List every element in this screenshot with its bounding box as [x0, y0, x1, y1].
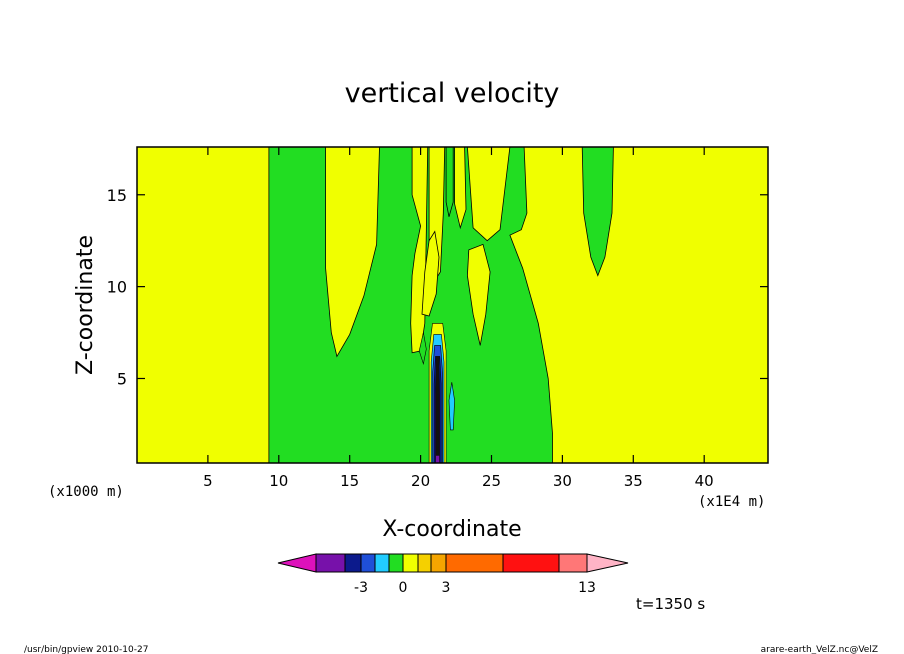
colorbar-cell: [586, 553, 629, 573]
colorbar-cell: [374, 553, 390, 573]
chart-title: vertical velocity: [345, 78, 560, 109]
x-axis-ticks: 5 10 15 20 25 30 35 40: [203, 147, 714, 490]
colorbar-cell: [502, 553, 560, 573]
green-region-main: [268, 147, 553, 463]
contour-regions: [268, 147, 614, 463]
colorbar-cell: [430, 553, 447, 573]
x-unit-label: (x1E4 m): [698, 494, 765, 510]
plot-area: [137, 147, 768, 463]
colorbar-label-neg3: -3: [354, 580, 368, 596]
side-updraft: [418, 332, 427, 365]
green-streak: [445, 147, 454, 217]
x-tick-label: 40: [695, 472, 714, 490]
y-tick-label: 10: [107, 278, 127, 297]
footer-left: /usr/bin/gpview 2010-10-27: [24, 645, 148, 654]
colorbar-cell: [344, 553, 362, 573]
y-axis-ticks: 5 10 15: [107, 186, 768, 388]
y-tick-label: 5: [117, 369, 127, 388]
colorbar-cell: [315, 553, 346, 573]
side-updraft: [448, 382, 455, 431]
x-tick-label: 30: [553, 472, 572, 490]
y-unit-label: (x1000 m): [48, 484, 124, 500]
x-tick-label: 10: [269, 472, 288, 490]
time-label: t=1350 s: [636, 595, 705, 613]
plot-frame: [136, 146, 769, 464]
colorbar-cell: [417, 553, 432, 573]
x-tick-label: 20: [411, 472, 430, 490]
y-axis-label: Z-coordinate: [73, 235, 98, 375]
x-tick-label: 5: [203, 472, 213, 490]
colorbar-label-0: 0: [399, 580, 408, 596]
core-band: [435, 356, 440, 456]
colorbar-cell: [360, 553, 376, 573]
colorbar-cell: [402, 553, 419, 573]
x-axis-label: X-coordinate: [382, 517, 521, 542]
x-tick-label: 15: [340, 472, 359, 490]
colorbar-label-13: 13: [578, 580, 596, 596]
core-updraft: [418, 323, 455, 463]
colorbar-cell: [445, 553, 504, 573]
colorbar-cell: [388, 553, 404, 573]
yellow-tongue: [454, 147, 467, 230]
x-tick-label: 35: [624, 472, 643, 490]
x-tick-label: 25: [482, 472, 501, 490]
colorbar-cell: [277, 553, 317, 573]
yellow-tongue: [421, 230, 440, 317]
footer-right: arare-earth_VelZ.nc@VelZ: [761, 645, 878, 654]
colorbar-cell: [558, 553, 588, 573]
y-tick-label: 15: [107, 186, 127, 205]
green-region-right: [581, 147, 614, 277]
colorbar: [277, 553, 629, 573]
yellow-tongue: [466, 243, 491, 346]
colorbar-label-3: 3: [442, 580, 451, 596]
